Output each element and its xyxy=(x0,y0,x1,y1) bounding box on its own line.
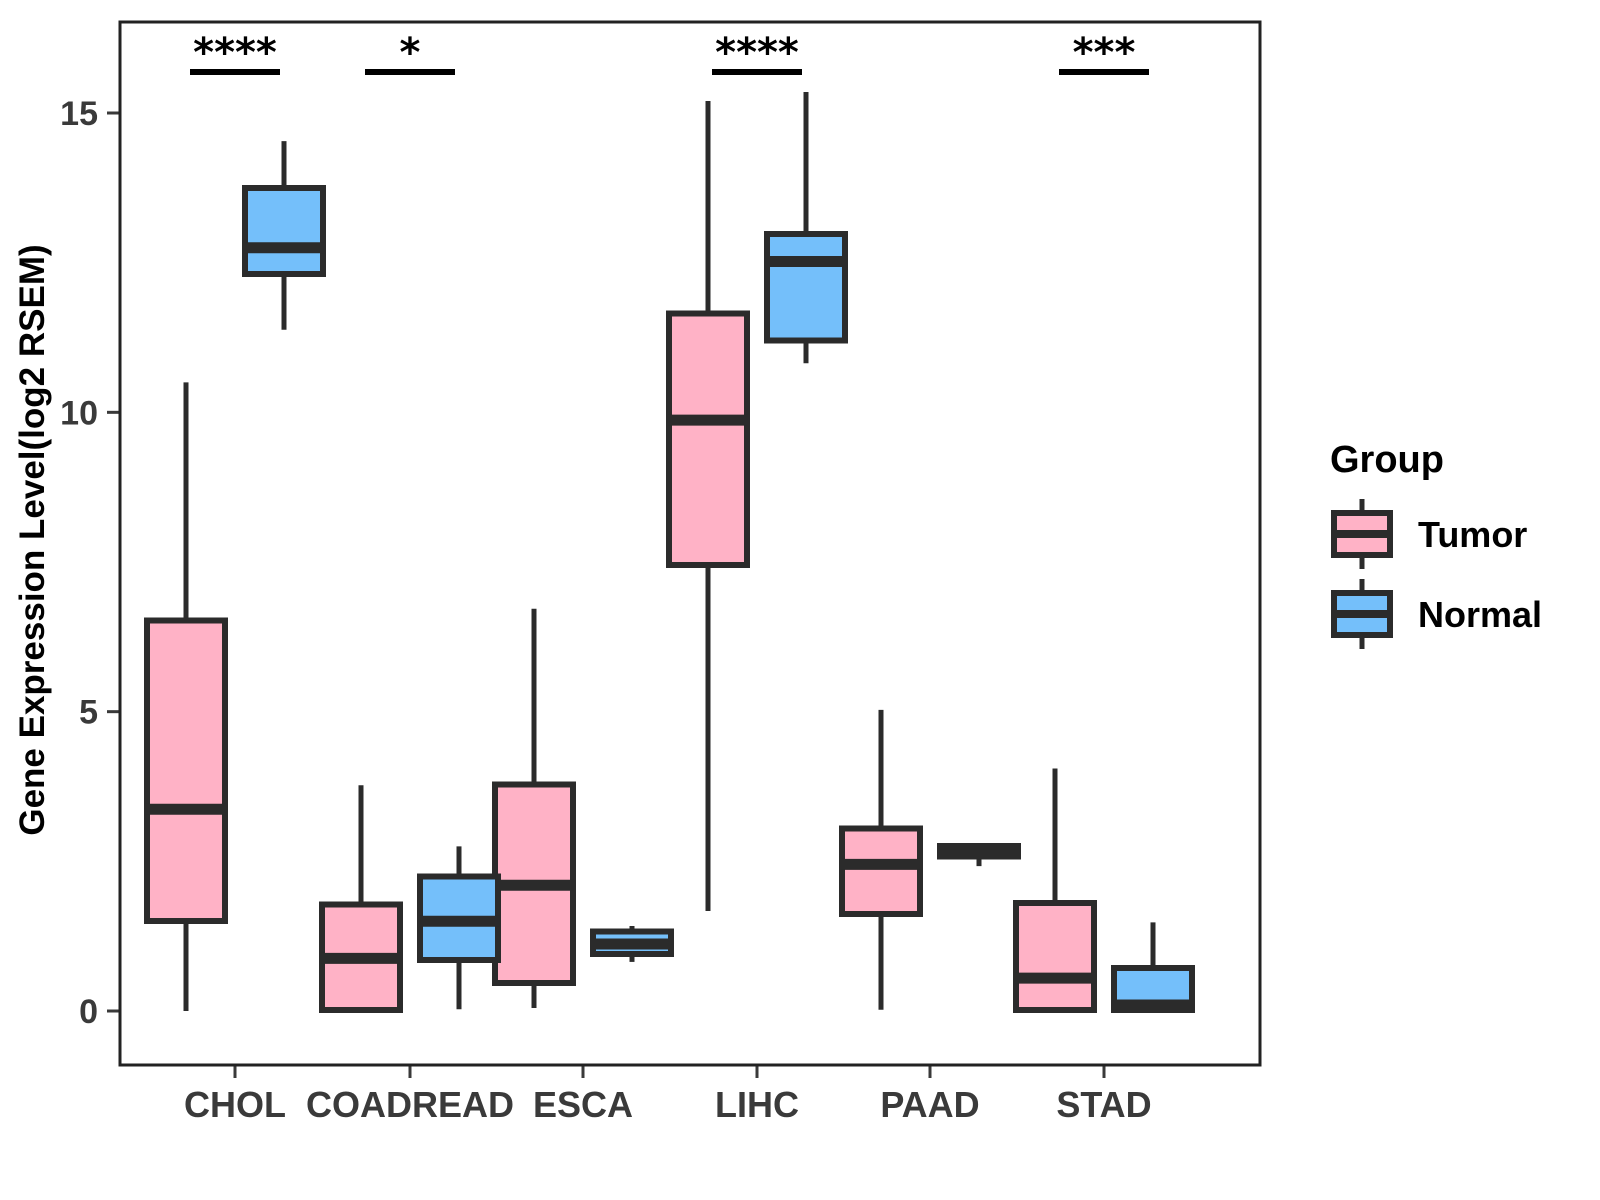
box-rect xyxy=(1013,900,1097,1013)
y-tick-label: 15 xyxy=(60,95,98,133)
y-axis-title: Gene Expression Level(log2 RSEM) xyxy=(13,244,52,835)
significance-label: **** xyxy=(193,30,277,76)
box-normal-paad xyxy=(937,842,1021,867)
significance-label: * xyxy=(400,30,421,76)
legend-title: Group xyxy=(1330,439,1444,481)
box-normal-lihc xyxy=(764,92,848,364)
significance-stad: *** xyxy=(1059,30,1149,76)
significance-chol: **** xyxy=(190,30,280,76)
box-tumor-chol xyxy=(144,382,228,1011)
significance-label: *** xyxy=(1073,30,1136,76)
x-tick-label-chol: CHOL xyxy=(184,1084,286,1125)
box-rect xyxy=(764,230,848,344)
box-rect xyxy=(144,617,228,925)
x-tick-label-coadread: COADREAD xyxy=(306,1084,514,1125)
box-normal-coadread xyxy=(417,846,501,1010)
x-tick-label-esca: ESCA xyxy=(533,1084,633,1125)
box-rect xyxy=(839,825,923,918)
y-axis-ticks: 0 5 10 15 xyxy=(60,95,120,1031)
box-plots xyxy=(144,92,1195,1013)
box-tumor-coadread xyxy=(319,785,403,1013)
box-tumor-stad xyxy=(1013,768,1097,1013)
y-tick-label: 5 xyxy=(79,694,98,732)
box-rect xyxy=(666,310,750,568)
legend-label: Tumor xyxy=(1418,514,1527,555)
y-tick-label: 0 xyxy=(79,993,98,1031)
legend-label: Normal xyxy=(1418,594,1542,635)
significance-annotations: **** * **** *** xyxy=(190,30,1149,76)
x-axis-ticks: CHOL COADREAD ESCA LIHC PAAD STAD xyxy=(184,1065,1152,1125)
box-tumor-paad xyxy=(839,709,923,1010)
significance-coadread: * xyxy=(365,30,455,76)
legend-item-normal[interactable]: Normal xyxy=(1331,579,1542,649)
significance-label: **** xyxy=(715,30,799,76)
box-normal-stad xyxy=(1111,922,1195,1013)
x-tick-label-lihc: LIHC xyxy=(715,1084,799,1125)
plot-panel-border xyxy=(118,20,1262,1067)
box-tumor-esca xyxy=(492,608,576,1009)
x-tick-label-stad: STAD xyxy=(1056,1084,1151,1125)
box-rect xyxy=(242,184,326,278)
legend-item-tumor[interactable]: Tumor xyxy=(1331,499,1527,569)
significance-lihc: **** xyxy=(712,30,802,76)
box-normal-esca xyxy=(590,925,674,962)
x-tick-label-paad: PAAD xyxy=(880,1084,979,1125)
y-tick-label: 10 xyxy=(60,394,98,432)
legend: Group Tumor Normal xyxy=(1330,439,1542,649)
box-normal-chol xyxy=(242,141,326,330)
box-tumor-lihc xyxy=(666,101,750,912)
